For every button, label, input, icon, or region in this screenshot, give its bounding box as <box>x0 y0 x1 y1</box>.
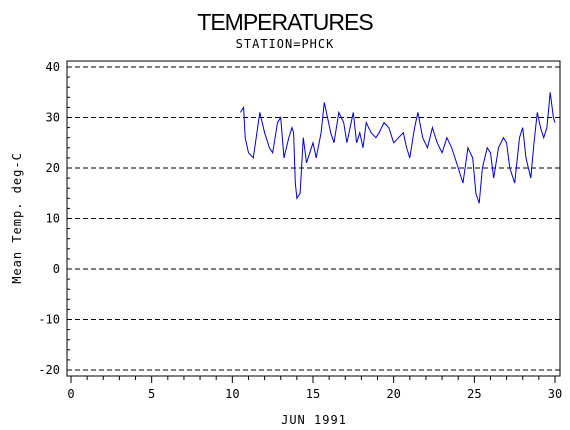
x-tick-label: 10 <box>225 387 239 401</box>
x-axis-label: JUN 1991 <box>281 413 347 427</box>
x-tick-label: 0 <box>67 387 74 401</box>
y-axis-label: Mean Temp. deg-C <box>10 152 24 284</box>
x-tick-label: 5 <box>148 387 155 401</box>
y-tick-label: 20 <box>46 161 60 175</box>
y-axis: 40 30 20 10 0 -10 -20 <box>38 60 72 377</box>
y-tick-label: 0 <box>53 262 60 276</box>
y-tick-label: 40 <box>46 60 60 74</box>
series-line-temperature <box>239 92 556 204</box>
x-axis: 0 5 10 15 20 25 30 <box>67 376 562 401</box>
y-tick-label: 10 <box>46 212 60 226</box>
x-tick-label: 30 <box>548 387 562 401</box>
chart-title: TEMPERATURES <box>197 9 373 35</box>
y-tick-label: -10 <box>38 313 60 327</box>
x-tick-label: 20 <box>386 387 400 401</box>
y-tick-label: -20 <box>38 363 60 377</box>
y-tick-label: 30 <box>46 111 60 125</box>
x-tick-label: 15 <box>306 387 320 401</box>
x-tick-label: 25 <box>467 387 481 401</box>
gridlines <box>67 66 560 371</box>
chart-subtitle: STATION=PHCK <box>236 37 335 51</box>
